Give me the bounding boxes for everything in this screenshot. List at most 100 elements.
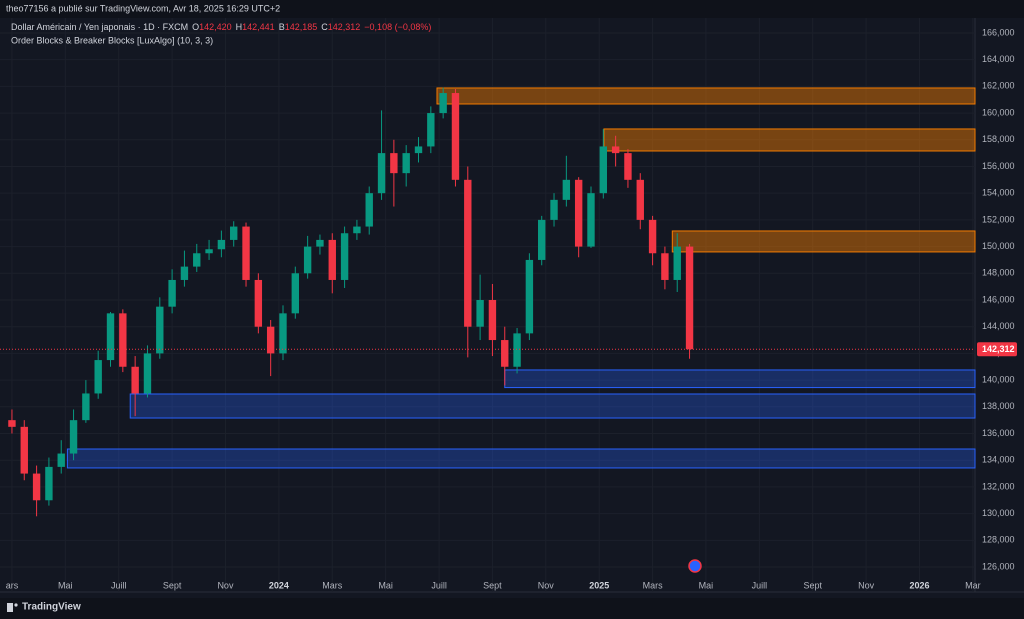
x-tick-label: Sept (483, 580, 502, 590)
y-tick-label: 152,000 (982, 214, 1015, 224)
y-tick-label: 134,000 (982, 455, 1015, 465)
last-price-box (977, 342, 1017, 357)
y-tick-label: 146,000 (982, 294, 1015, 304)
candle-body (20, 426, 28, 474)
ohlc-change: −0,108 (−0,08%) (364, 22, 431, 32)
bottom-bar (0, 598, 1024, 619)
x-tick-label: Mar (965, 580, 981, 590)
top-bar (0, 0, 1024, 18)
bullish-block (504, 369, 976, 389)
candle-body (242, 226, 250, 280)
candle-body (365, 193, 373, 227)
candle-body (340, 233, 349, 280)
candle-body (156, 306, 164, 354)
candle-body (377, 153, 386, 194)
y-tick-label: 158,000 (982, 134, 1015, 144)
y-tick-label: 162,000 (982, 81, 1015, 91)
candle-body (673, 246, 681, 280)
candle-body (254, 279, 263, 327)
brand-name: TradingView (22, 602, 81, 613)
x-tick-label: Juill (431, 580, 447, 590)
candle-body (464, 179, 472, 327)
event-icon[interactable] (688, 559, 702, 573)
x-tick-label: Sept (803, 580, 822, 590)
y-tick-label: 150,000 (982, 241, 1015, 251)
bearish-block (436, 87, 976, 105)
candle-body (636, 179, 644, 220)
x-tick-label: Nov (217, 580, 234, 590)
candle-body (316, 239, 324, 247)
brand: TradingView (7, 602, 81, 613)
candle-body (106, 313, 115, 361)
candle-body (291, 273, 300, 314)
candle-body (476, 299, 484, 327)
y-tick-label: 148,000 (982, 268, 1015, 278)
candle-body (574, 179, 583, 247)
y-tick-label: 140,000 (982, 374, 1015, 384)
ohlc-key: B (279, 22, 285, 32)
candle-body (205, 249, 213, 254)
bullish-block (66, 448, 976, 469)
candle-body (661, 253, 669, 280)
publisher: theo77156 a publié sur TradingView.com, … (6, 3, 280, 13)
y-tick-label: 144,000 (982, 321, 1015, 331)
candle-body (587, 193, 595, 247)
candle-body (8, 420, 16, 427)
x-tick-label: Mars (643, 580, 663, 590)
y-tick-label: 154,000 (982, 188, 1015, 198)
x-tick-label: Mars (322, 580, 342, 590)
bearish-block (603, 128, 976, 152)
logo (14, 603, 18, 607)
candle-body (69, 420, 78, 454)
y-tick-label: 160,000 (982, 107, 1015, 117)
x-tick-label: Sept (163, 580, 182, 590)
candle-body (501, 340, 509, 367)
candle-body (266, 326, 275, 354)
candle-body (217, 239, 226, 250)
y-tick-label: 126,000 (982, 561, 1015, 571)
candle-body (562, 179, 571, 200)
y-tick-label: 164,000 (982, 54, 1015, 64)
y-tick-label: 128,000 (982, 535, 1015, 545)
candle-body (180, 266, 189, 280)
ohlc-key: O (192, 22, 199, 32)
ohlc-key: C (321, 22, 328, 32)
last-price-label: 142,312 (982, 344, 1015, 354)
ohlc-value: 142,420 (199, 22, 232, 32)
candle-body (131, 366, 139, 394)
candle-body (414, 146, 423, 154)
x-tick-label: Mai (58, 580, 73, 590)
y-tick-label: 132,000 (982, 481, 1015, 491)
indicator-name: Order Blocks & Breaker Blocks [LuxAlgo] … (11, 35, 213, 45)
ohlc-value: 142,312 (328, 22, 361, 32)
x-tick-label: ars (6, 580, 19, 590)
ohlc-value: 142,441 (242, 22, 275, 32)
candle-body (32, 473, 41, 501)
x-tick-label: Nov (858, 580, 875, 590)
y-tick-label: 166,000 (982, 27, 1015, 37)
logo (7, 603, 13, 612)
candle-body (513, 333, 521, 367)
candle-body (353, 226, 361, 234)
y-tick-label: 130,000 (982, 508, 1015, 518)
candle-body (143, 353, 152, 394)
candle-body (488, 299, 497, 341)
candle-body (427, 113, 435, 147)
candle-body (390, 153, 398, 174)
candle-body (624, 153, 632, 180)
ohlc-key: H (236, 22, 243, 32)
x-tick-label: Mai (378, 580, 393, 590)
bullish-block (129, 393, 976, 419)
candle-body (230, 226, 238, 240)
candle-body (45, 466, 53, 501)
symbol: Dollar Américain / Yen japonais · 1D · F… (11, 22, 188, 32)
candle-body (648, 219, 657, 254)
candle-body (550, 199, 558, 220)
candle-body (538, 219, 546, 260)
x-tick-label: 2024 (269, 580, 289, 590)
y-tick-label: 136,000 (982, 428, 1015, 438)
candle-body (402, 153, 410, 174)
candle-body (611, 146, 620, 154)
